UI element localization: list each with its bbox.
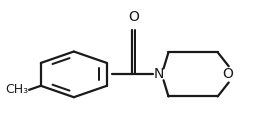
Text: O: O (128, 10, 139, 24)
Text: CH₃: CH₃ (5, 83, 28, 96)
Text: O: O (222, 67, 233, 81)
Text: N: N (153, 67, 164, 81)
